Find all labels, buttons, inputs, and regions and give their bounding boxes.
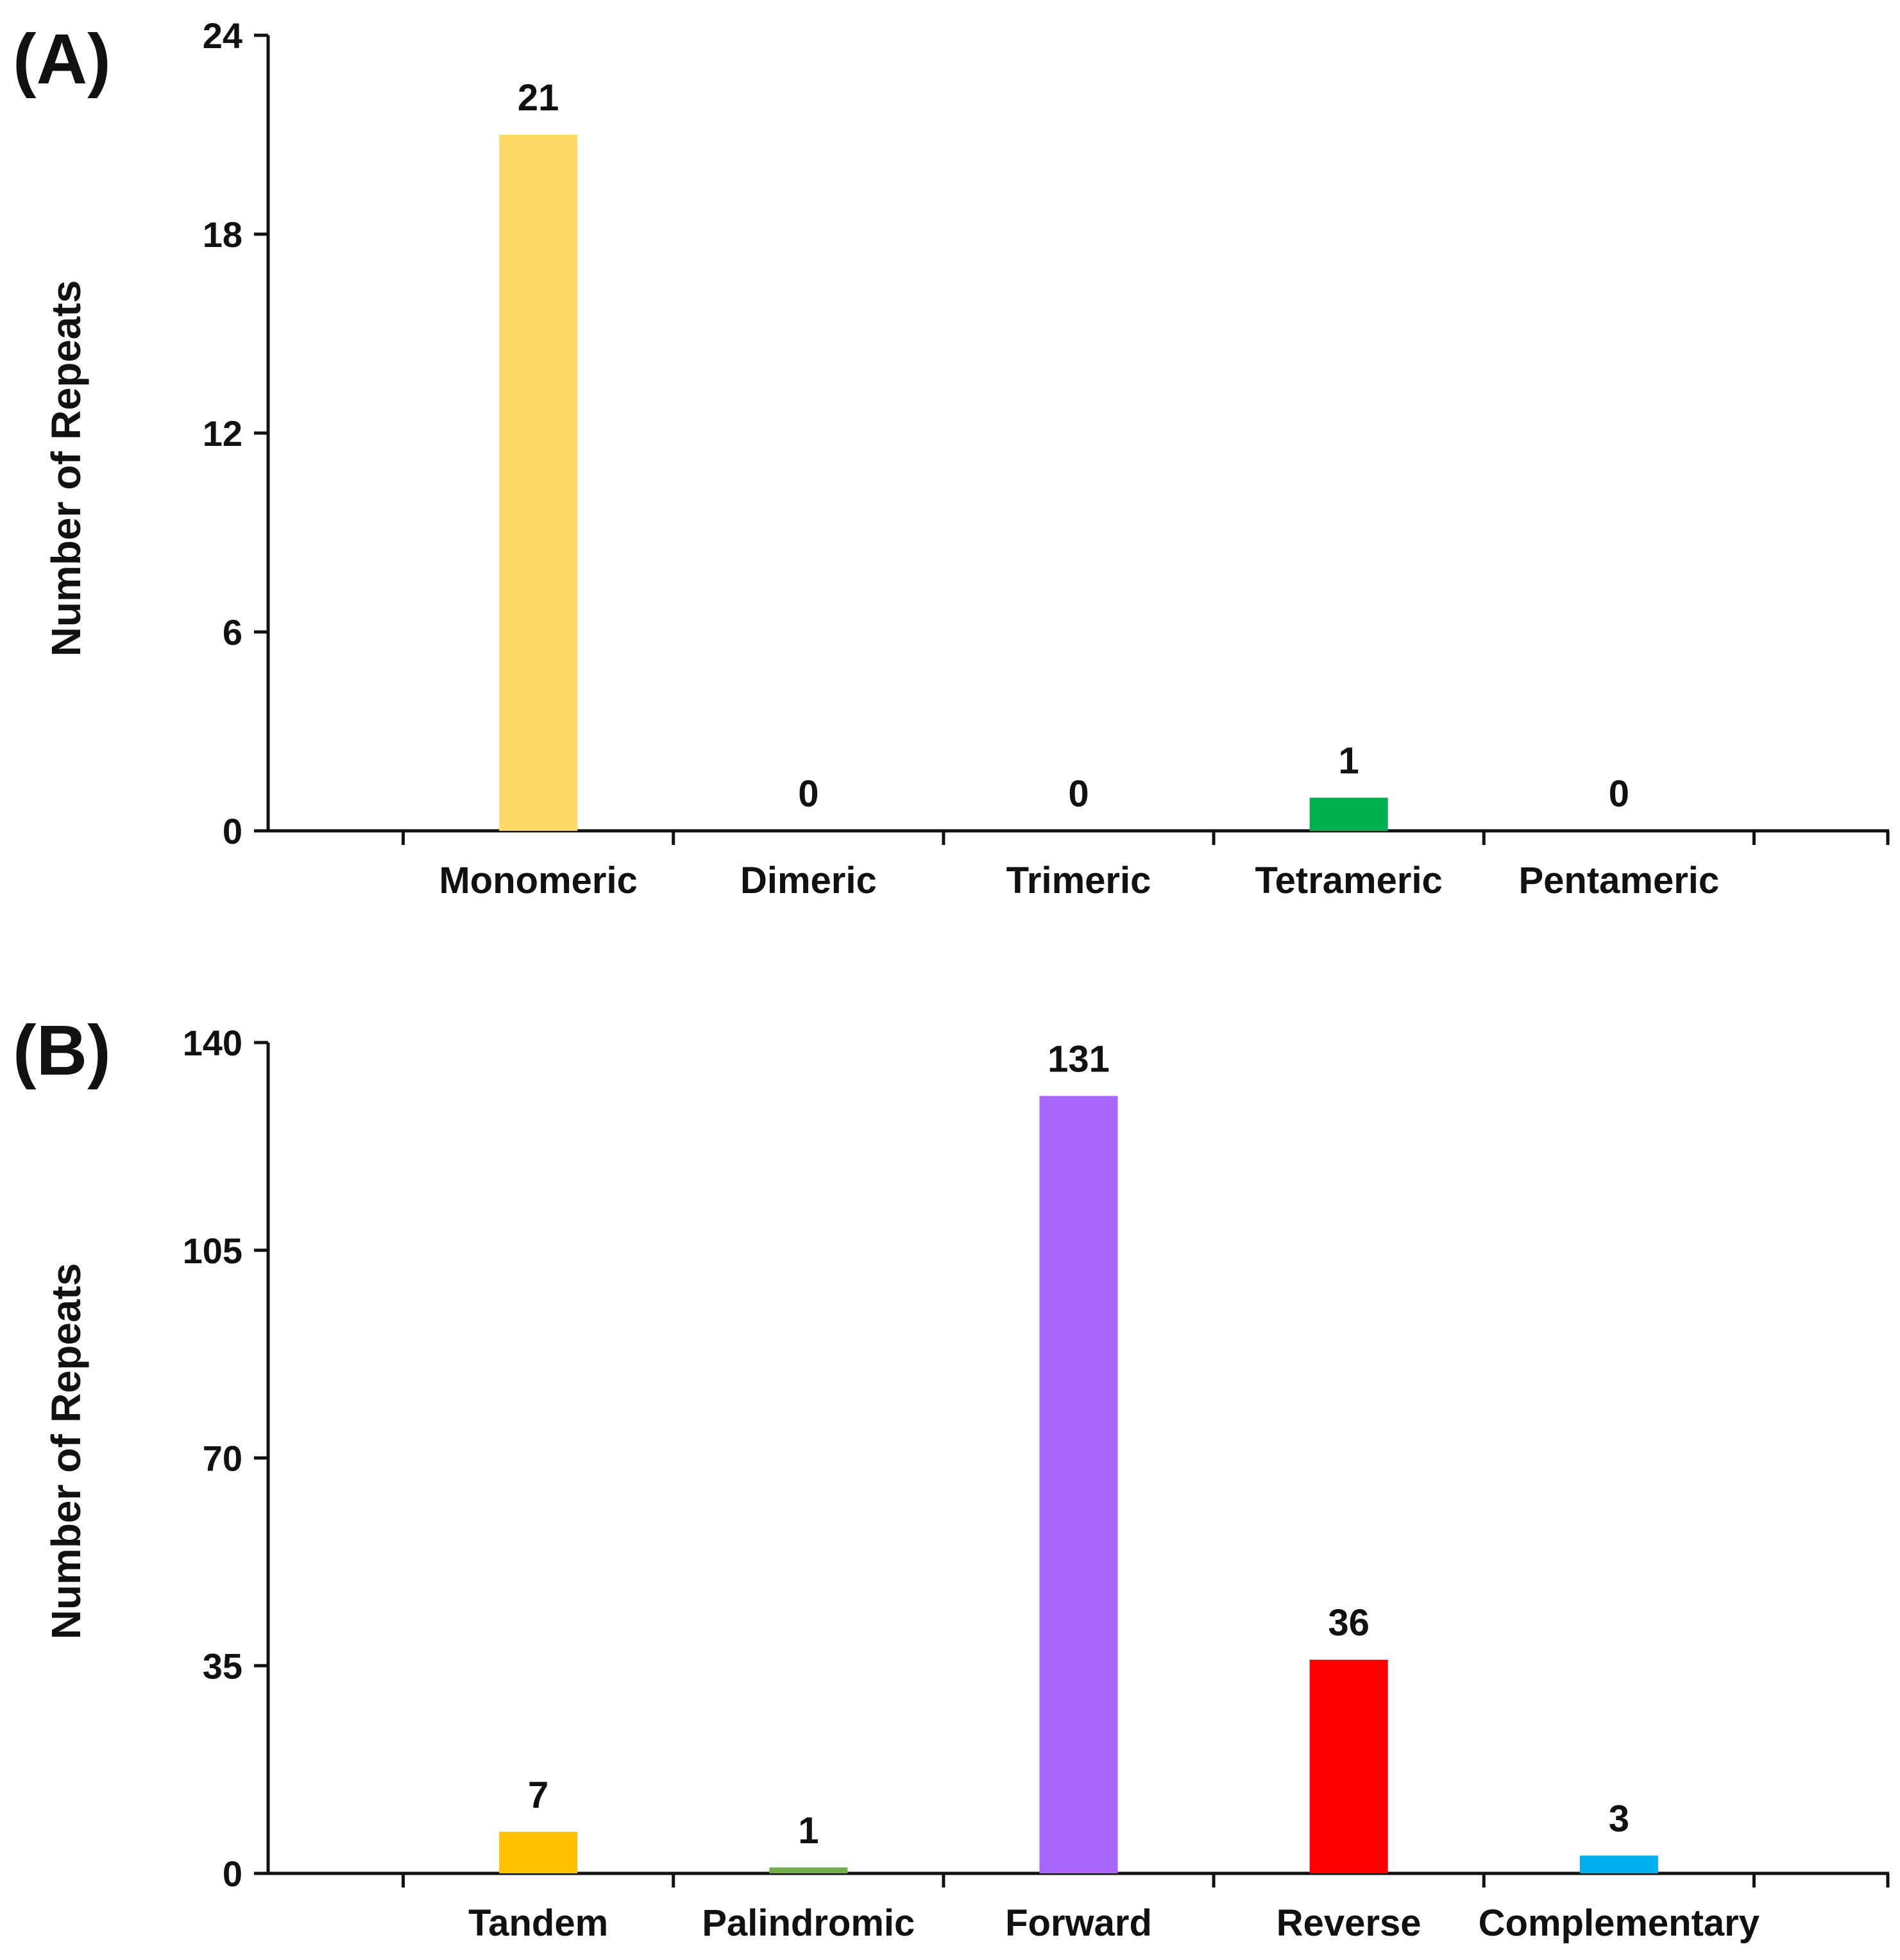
bar-tetrameric (1309, 797, 1388, 831)
value-label-tetrameric: 1 (1339, 740, 1359, 781)
category-label-complementary: Complementary (1479, 1902, 1760, 1944)
value-label-dimeric: 0 (798, 773, 819, 815)
y-tick-label: 140 (183, 1023, 242, 1063)
y-tick-label: 0 (223, 1853, 242, 1894)
y-tick-label: 70 (203, 1438, 242, 1479)
y-tick-label: 6 (223, 612, 242, 652)
category-label-forward: Forward (1005, 1902, 1152, 1944)
category-label-palindromic: Palindromic (702, 1902, 915, 1944)
value-label-palindromic: 1 (798, 1810, 819, 1852)
y-axis-title: Number of Repeats (43, 1263, 89, 1640)
value-label-forward: 131 (1048, 1038, 1110, 1080)
value-label-trimeric: 0 (1068, 773, 1089, 815)
bar-complementary (1579, 1855, 1658, 1873)
y-axis-title: Number of Repeats (43, 280, 89, 657)
y-tick-label: 0 (223, 811, 242, 851)
y-tick-label: 105 (183, 1231, 242, 1271)
y-tick-label: 24 (203, 15, 242, 56)
bar-palindromic (769, 1867, 848, 1873)
panel-label: (B) (13, 1011, 111, 1090)
value-label-monomeric: 21 (518, 77, 559, 119)
category-label-pentameric: Pentameric (1518, 860, 1719, 901)
category-label-trimeric: Trimeric (1006, 860, 1151, 901)
category-label-tetrameric: Tetrameric (1255, 860, 1443, 901)
value-label-complementary: 3 (1609, 1798, 1629, 1839)
category-label-reverse: Reverse (1277, 1902, 1421, 1944)
value-label-tandem: 7 (528, 1774, 548, 1816)
category-label-tandem: Tandem (468, 1902, 608, 1944)
panel-a: (A) Number of Repeats 0 6 12 18 24 21 Monomeric 0… (13, 15, 1890, 901)
y-tick-label: 12 (203, 413, 242, 454)
panel-label: (A) (13, 20, 111, 99)
bar-reverse (1309, 1660, 1388, 1873)
category-label-dimeric: Dimeric (740, 860, 877, 901)
bar-forward (1039, 1096, 1118, 1873)
bar-tandem (499, 1832, 578, 1873)
value-label-reverse: 36 (1328, 1602, 1370, 1644)
y-tick-label: 35 (203, 1646, 242, 1686)
panel-b: (B) Number of Repeats 0 35 70 105 140 7 Tandem 1 P… (13, 1011, 1890, 1944)
y-tick-label: 18 (203, 214, 242, 255)
category-label-monomeric: Monomeric (439, 860, 637, 901)
value-label-pentameric: 0 (1609, 773, 1629, 815)
bar-monomeric (499, 135, 578, 831)
